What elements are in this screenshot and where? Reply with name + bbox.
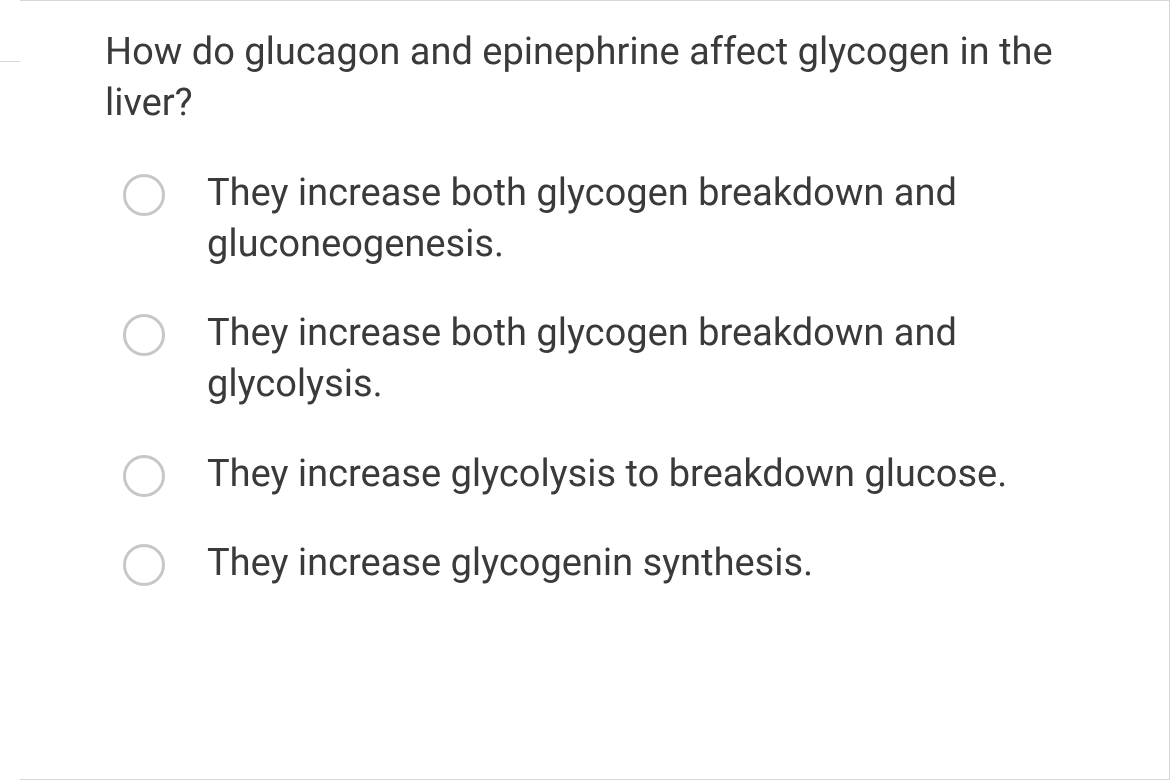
radio-button-icon[interactable] [123, 174, 165, 216]
option-row[interactable]: They increase both glycogen breakdown an… [123, 308, 1119, 411]
option-label: They increase glycolysis to breakdown gl… [207, 449, 1007, 500]
options-list: They increase both glycogen breakdown an… [105, 168, 1119, 590]
radio-button-icon[interactable] [123, 455, 165, 497]
question-prompt: How do glucagon and epinephrine affect g… [105, 27, 1119, 130]
radio-button-icon[interactable] [123, 544, 165, 586]
option-label: They increase both glycogen breakdown an… [207, 308, 1119, 411]
option-row[interactable]: They increase glycogenin synthesis. [123, 538, 1119, 589]
option-row[interactable]: They increase both glycogen breakdown an… [123, 168, 1119, 271]
option-label: They increase glycogenin synthesis. [207, 538, 813, 589]
radio-button-icon[interactable] [123, 314, 165, 356]
option-row[interactable]: They increase glycolysis to breakdown gl… [123, 449, 1119, 500]
quiz-question-container: How do glucagon and epinephrine affect g… [20, 0, 1170, 780]
option-label: They increase both glycogen breakdown an… [207, 168, 1119, 271]
left-tick-mark [0, 0, 20, 62]
